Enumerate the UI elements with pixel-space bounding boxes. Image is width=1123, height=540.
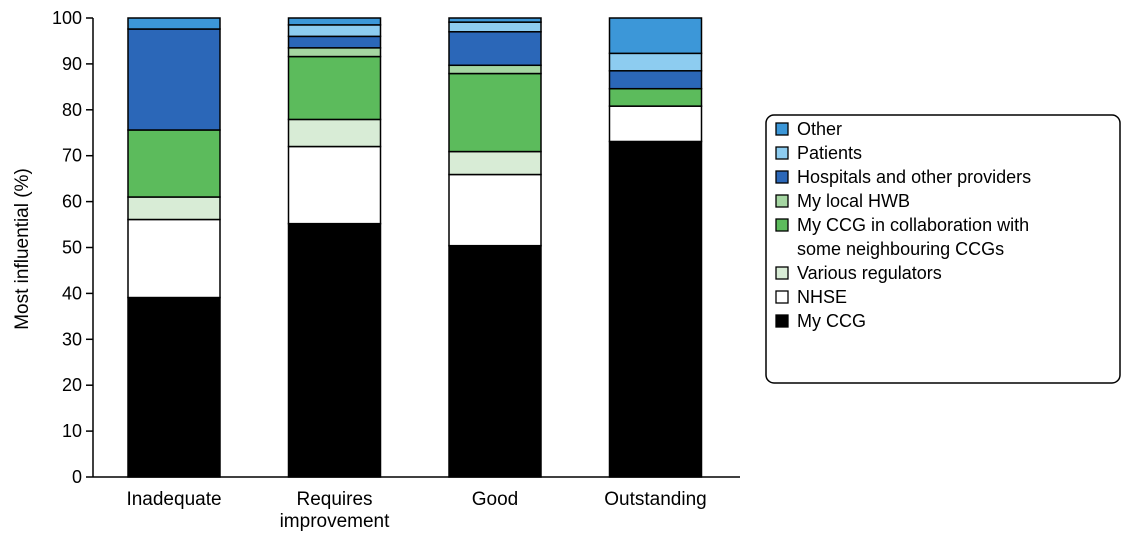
bar-segment	[127, 129, 221, 198]
x-tick-label-line: Outstanding	[604, 489, 706, 510]
legend-item: Other	[775, 119, 842, 139]
bar-segment	[287, 24, 382, 38]
legend-label-line: Various regulators	[797, 263, 942, 283]
bar-segment	[287, 145, 382, 225]
y-tick-label: 20	[62, 375, 82, 395]
legend-label: NHSE	[797, 287, 847, 307]
y-tick-label: 10	[62, 421, 82, 441]
bars	[127, 17, 703, 478]
legend-item: My CCG	[775, 311, 866, 331]
y-tick-label: 70	[62, 146, 82, 166]
legend-label-line: NHSE	[797, 287, 847, 307]
legend-item: NHSE	[775, 287, 847, 307]
legend-label: My CCG	[797, 311, 866, 331]
y-tick-label: 30	[62, 329, 82, 349]
bar-segment	[287, 222, 382, 478]
legend-swatch	[775, 122, 789, 136]
x-tick-label-line: Requires	[296, 489, 372, 510]
y-tick-label: 60	[62, 192, 82, 212]
legend-swatch	[775, 218, 789, 232]
legend-swatch	[775, 170, 789, 184]
legend-label: Various regulators	[797, 263, 942, 283]
legend-label: My local HWB	[797, 191, 910, 211]
bar-segment	[608, 140, 703, 478]
legend-label: Hospitals and other providers	[797, 167, 1031, 187]
bar-segment	[287, 35, 382, 49]
x-tick-label: Inadequate	[126, 489, 221, 510]
legend-item: My CCG in collaboration with some neighbo…	[775, 215, 1029, 259]
legend-label-line: Other	[797, 119, 842, 139]
bar-segment	[448, 244, 542, 478]
x-tick-label: Good	[472, 489, 518, 510]
legend-label-line: Patients	[797, 143, 862, 163]
bar-segment	[448, 31, 542, 67]
bar-segment	[448, 173, 542, 247]
legend-item: Hospitals and other providers	[775, 167, 1031, 187]
x-axis: Inadequate Requires improvement Good Outstan…	[93, 476, 740, 532]
y-axis-label-group: Most influential (%)	[12, 168, 33, 330]
legend-label: Patients	[797, 143, 862, 163]
bar-segment	[127, 196, 221, 221]
legend-swatch	[775, 146, 789, 160]
bar-segment	[448, 150, 542, 176]
legend-item: Patients	[775, 143, 862, 163]
bar-segment	[448, 72, 542, 153]
y-tick-label: 90	[62, 54, 82, 74]
y-tick-label: 50	[62, 238, 82, 258]
x-tick-label: Outstanding	[604, 489, 706, 510]
legend-swatch	[775, 194, 789, 208]
bar-segment	[608, 52, 703, 72]
x-tick-label-line: improvement	[280, 511, 391, 532]
bar-segment	[127, 17, 221, 30]
legend-swatch	[775, 266, 789, 280]
legend-label: My CCG in collaboration with some neighbo…	[797, 215, 1029, 259]
legend-label: Other	[797, 119, 842, 139]
y-tick-label: 100	[52, 8, 82, 28]
legend-item: My local HWB	[775, 191, 910, 211]
bar-segment	[448, 21, 542, 33]
bar-segment	[127, 218, 221, 299]
bar-stack	[448, 17, 542, 478]
y-axis-label: Most influential (%)	[12, 168, 33, 330]
bar-segment	[287, 17, 382, 26]
bar-stack	[608, 17, 703, 478]
bar-segment	[608, 17, 703, 55]
bar-segment	[287, 118, 382, 148]
legend-label-line: some neighbouring CCGs	[797, 239, 1004, 259]
y-axis: 0 10 20 30 40 50 60 70 80 90 100	[52, 8, 94, 487]
bar-segment	[287, 55, 382, 121]
y-tick-label: 40	[62, 283, 82, 303]
bar-segment	[608, 105, 703, 143]
y-tick-label: 80	[62, 100, 82, 120]
legend-box	[765, 114, 1121, 384]
bar-segment	[287, 47, 382, 58]
legend-label-line: My local HWB	[797, 191, 910, 211]
legend-swatch	[775, 314, 789, 328]
x-tick-label: Requires improvement	[280, 489, 391, 532]
bar-segment	[127, 28, 221, 131]
bar-segment	[127, 296, 221, 478]
legend-label-line: My CCG in collaboration with	[797, 215, 1029, 235]
legend-label-line: My CCG	[797, 311, 866, 331]
bar-segment	[608, 87, 703, 107]
bar-segment	[448, 64, 542, 75]
x-tick-label-line: Inadequate	[126, 489, 221, 510]
bar-stack	[287, 17, 382, 478]
y-tick-label: 0	[72, 467, 82, 487]
legend-swatch	[775, 290, 789, 304]
legend-item: Various regulators	[775, 263, 942, 283]
x-tick-label-line: Good	[472, 489, 518, 510]
legend-label-line: Hospitals and other providers	[797, 167, 1031, 187]
bar-segment	[448, 17, 542, 23]
bar-stack	[127, 17, 221, 478]
bar-segment	[608, 70, 703, 90]
legend: Other Patients Hospitals and other provide…	[765, 114, 1121, 384]
